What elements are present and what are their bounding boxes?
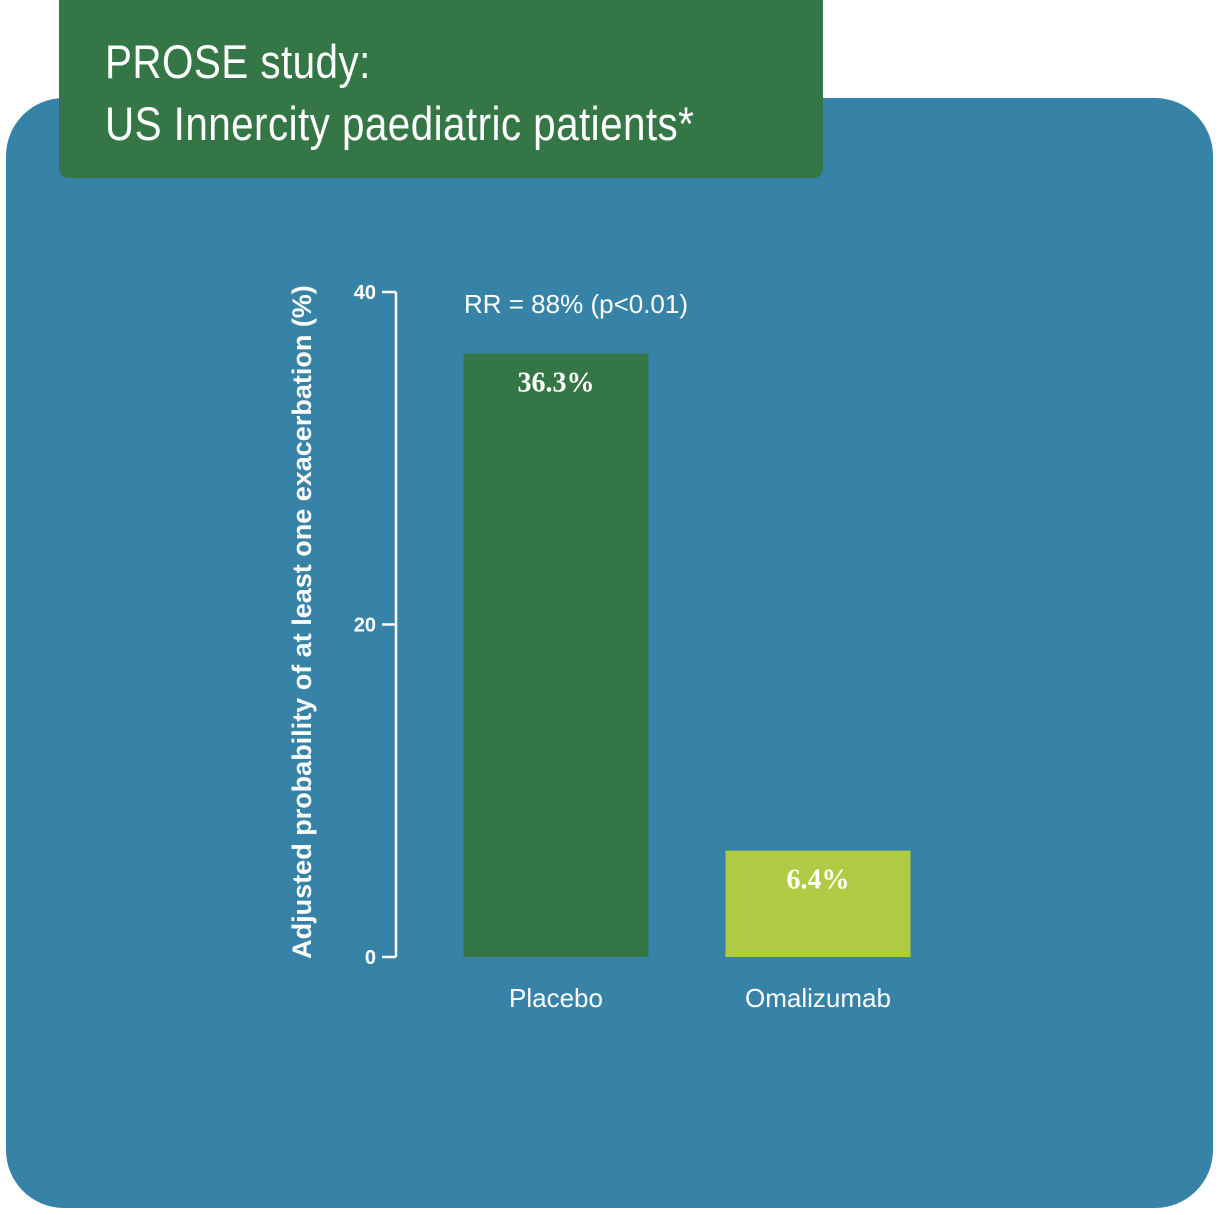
category-label-omalizumab: Omalizumab	[745, 983, 891, 1013]
data-label-placebo: 36.3%	[518, 368, 595, 399]
y-tick-label-20: 20	[354, 615, 376, 637]
bar-placebo	[464, 354, 649, 957]
rr-annotation: RR = 88% (p<0.01)	[464, 289, 688, 319]
y-tick-label-40: 40	[354, 282, 376, 304]
category-label-placebo: Placebo	[509, 983, 603, 1013]
y-ticks: 0 20 40	[354, 282, 396, 969]
y-axis-label: Adjusted probability of at least one exa…	[287, 285, 317, 959]
y-tick-label-0: 0	[365, 947, 376, 969]
bars: 36.3% Placebo 6.4% Omalizumab	[464, 354, 911, 1013]
data-label-omalizumab: 6.4%	[787, 865, 850, 896]
